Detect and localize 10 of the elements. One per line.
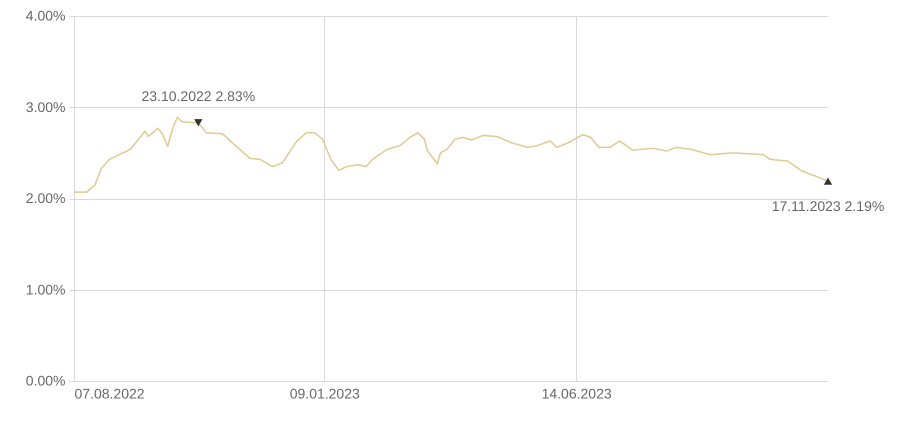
annotation: 23.10.2022 2.83% [141, 88, 256, 104]
y-tick-label: 2.00% [26, 190, 66, 206]
y-tick-label: 0.00% [26, 372, 66, 388]
x-tick-label: 09.01.2023 [290, 386, 360, 402]
x-tick-label: 07.08.2022 [74, 386, 145, 402]
y-tick-label: 1.00% [26, 281, 66, 298]
x-tick-label: 14.06.2023 [542, 386, 612, 402]
y-tick-label: 3.00% [26, 98, 66, 115]
y-tick-label: 4.00% [26, 8, 66, 24]
annotation: 17.11.2023 2.19% [772, 198, 884, 214]
